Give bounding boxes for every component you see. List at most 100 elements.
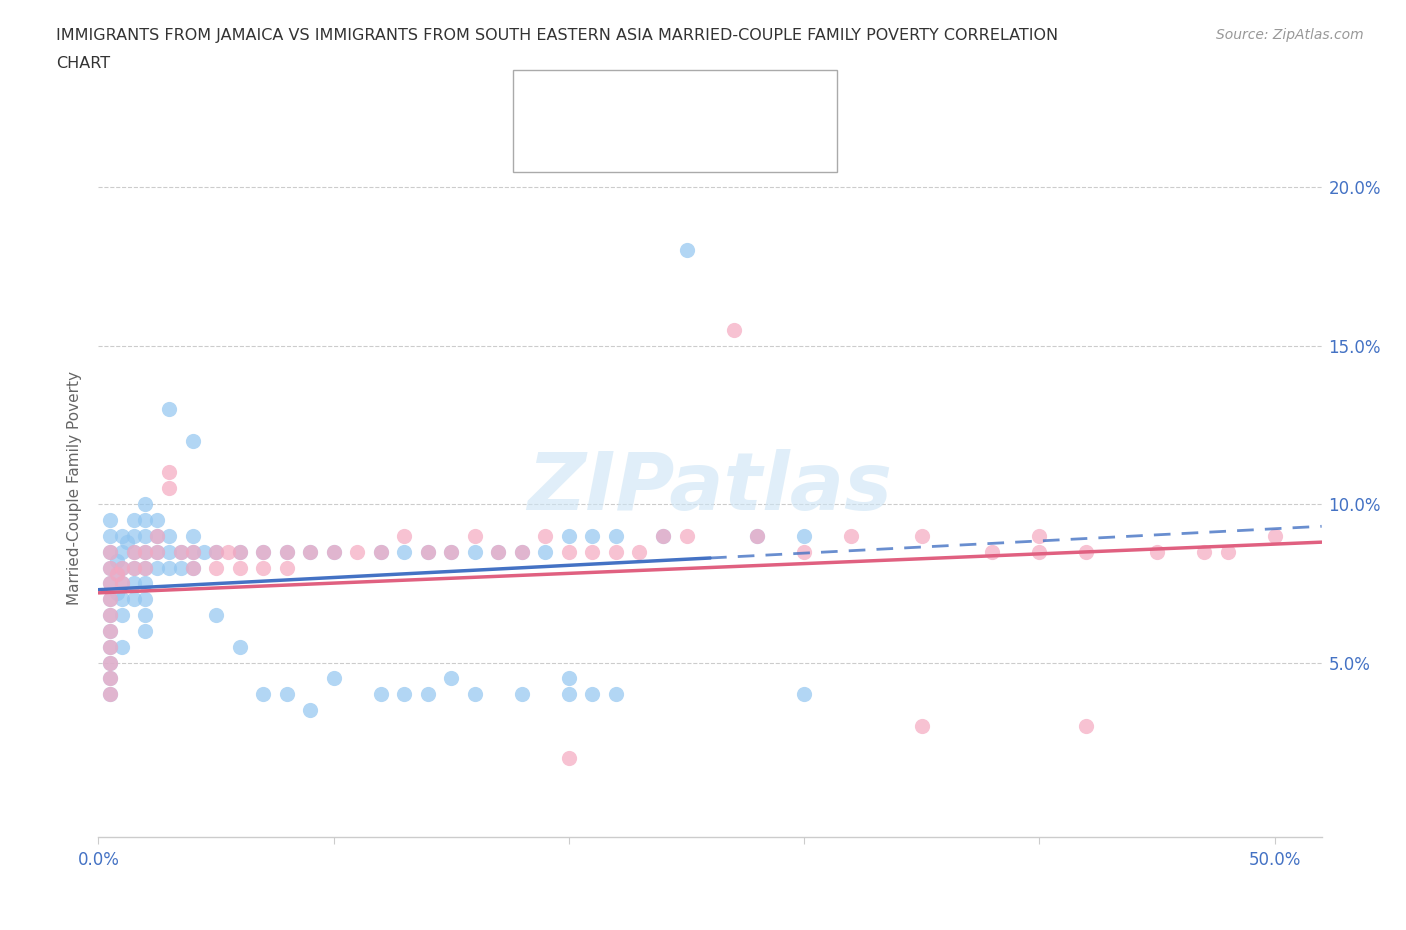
- Point: [605, 687, 627, 702]
- Point: [486, 544, 509, 559]
- Point: [146, 528, 169, 543]
- Point: [416, 544, 439, 559]
- Point: [98, 655, 121, 670]
- Point: [276, 544, 298, 559]
- Point: [122, 560, 145, 575]
- Point: [205, 544, 228, 559]
- Point: [605, 544, 627, 559]
- Point: [464, 544, 486, 559]
- Point: [157, 481, 180, 496]
- Point: [1216, 544, 1239, 559]
- Text: Source: ZipAtlas.com: Source: ZipAtlas.com: [1216, 28, 1364, 42]
- Point: [111, 607, 134, 622]
- Point: [252, 687, 274, 702]
- Point: [98, 607, 121, 622]
- Point: [111, 528, 134, 543]
- Point: [98, 591, 121, 606]
- Point: [98, 623, 121, 638]
- Text: IMMIGRANTS FROM JAMAICA VS IMMIGRANTS FROM SOUTH EASTERN ASIA MARRIED-COUPLE FAM: IMMIGRANTS FROM JAMAICA VS IMMIGRANTS FR…: [56, 28, 1059, 43]
- Point: [146, 544, 169, 559]
- Point: [675, 528, 697, 543]
- Point: [146, 544, 169, 559]
- Text: 0.204: 0.204: [641, 128, 692, 147]
- Point: [228, 560, 250, 575]
- Point: [122, 544, 145, 559]
- Point: [134, 607, 156, 622]
- Legend: Immigrants from Jamaica, Immigrants from South Eastern Asia: Immigrants from Jamaica, Immigrants from…: [398, 929, 1022, 930]
- Point: [134, 576, 156, 591]
- Point: [605, 528, 627, 543]
- Point: [181, 544, 204, 559]
- Point: [205, 607, 228, 622]
- Point: [1192, 544, 1215, 559]
- Point: [370, 687, 392, 702]
- Text: ZIPatlas: ZIPatlas: [527, 449, 893, 527]
- Y-axis label: Married-Couple Family Poverty: Married-Couple Family Poverty: [67, 371, 83, 605]
- Text: 84: 84: [748, 91, 773, 110]
- Point: [322, 671, 344, 686]
- Text: N =: N =: [702, 91, 741, 110]
- Point: [170, 560, 193, 575]
- Point: [157, 560, 180, 575]
- Point: [252, 544, 274, 559]
- Point: [115, 535, 138, 550]
- Point: [510, 544, 533, 559]
- Point: [628, 544, 651, 559]
- Point: [1146, 544, 1168, 559]
- Point: [510, 687, 533, 702]
- Point: [134, 544, 156, 559]
- Point: [793, 528, 815, 543]
- Point: [745, 528, 768, 543]
- Point: [464, 528, 486, 543]
- Point: [146, 560, 169, 575]
- Point: [440, 544, 463, 559]
- Point: [146, 512, 169, 527]
- Text: R =: R =: [593, 91, 633, 110]
- Point: [193, 544, 215, 559]
- Point: [157, 402, 180, 417]
- Point: [299, 544, 322, 559]
- Point: [276, 544, 298, 559]
- Point: [157, 465, 180, 480]
- Text: N =: N =: [702, 128, 741, 147]
- Point: [98, 544, 121, 559]
- Point: [98, 512, 121, 527]
- Point: [157, 544, 180, 559]
- Point: [98, 687, 121, 702]
- Point: [276, 560, 298, 575]
- Point: [1028, 544, 1050, 559]
- Point: [228, 544, 250, 559]
- Point: [111, 544, 134, 559]
- Point: [392, 528, 416, 543]
- Point: [105, 586, 128, 601]
- Point: [170, 544, 193, 559]
- Point: [793, 544, 815, 559]
- Point: [534, 528, 557, 543]
- Point: [146, 528, 169, 543]
- Point: [839, 528, 862, 543]
- Point: [252, 544, 274, 559]
- Point: [205, 560, 228, 575]
- Point: [1264, 528, 1286, 543]
- Text: 66: 66: [748, 128, 773, 147]
- Point: [228, 639, 250, 654]
- Point: [98, 544, 121, 559]
- Point: [416, 687, 439, 702]
- Point: [276, 687, 298, 702]
- Point: [392, 544, 416, 559]
- Point: [98, 560, 121, 575]
- Point: [122, 512, 145, 527]
- Point: [558, 687, 581, 702]
- Point: [111, 576, 134, 591]
- Point: [134, 544, 156, 559]
- Point: [98, 607, 121, 622]
- Point: [392, 687, 416, 702]
- Point: [134, 560, 156, 575]
- Point: [105, 566, 128, 581]
- Point: [98, 671, 121, 686]
- Point: [105, 553, 128, 568]
- Point: [98, 623, 121, 638]
- Point: [581, 687, 603, 702]
- Point: [464, 687, 486, 702]
- Point: [98, 528, 121, 543]
